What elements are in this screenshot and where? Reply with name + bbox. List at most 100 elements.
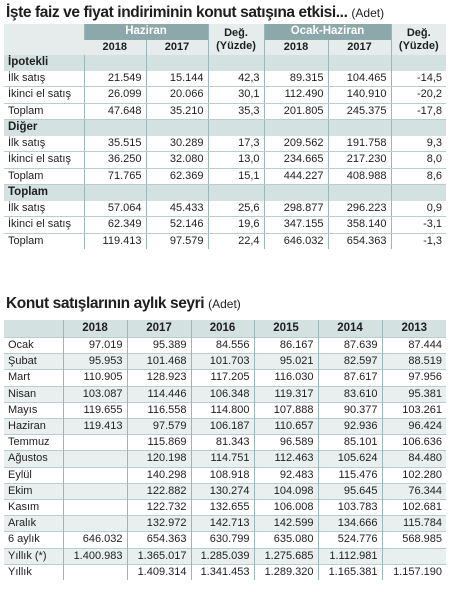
value-cell: 84.480 <box>381 450 446 468</box>
value-cell: 635.080 <box>253 531 318 549</box>
value-cell: 1.275.685 <box>253 547 318 565</box>
section-header: Diğer <box>4 119 447 136</box>
value-cell: 116.030 <box>253 369 318 387</box>
value-cell: 110.905 <box>62 369 127 387</box>
section-filler <box>207 184 265 201</box>
year-header: 2017 <box>327 39 392 55</box>
section-filler <box>390 55 447 71</box>
table-row: Temmuz 115.869 81.343 96.589 85.101 106.636 <box>4 434 446 451</box>
row-label: İlk satış <box>4 135 84 152</box>
value-cell: 245.375 <box>327 103 392 120</box>
value-cell: 25,6 <box>207 200 265 217</box>
value-cell: 130.274 <box>190 482 254 500</box>
change-header-1: Değ. (Yüzde) <box>207 24 265 55</box>
value-cell: 106.348 <box>190 385 254 403</box>
value-cell: 95.645 <box>317 482 382 500</box>
table-row: Nisan 103.087 114.446 106.348 119.317 83.610 9… <box>4 385 446 403</box>
value-cell: 45.433 <box>145 200 209 217</box>
row-label: Toplam <box>4 168 84 185</box>
value-cell: 1.285.039 <box>190 547 254 565</box>
value-cell: 89.315 <box>263 70 329 87</box>
value-cell: 209.562 <box>263 135 329 152</box>
value-cell: 142.599 <box>253 515 318 532</box>
value-cell: 119.655 <box>62 401 127 419</box>
group-header-ocak-haziran: Ocak-Haziran <box>263 24 392 40</box>
value-cell: 408.988 <box>327 168 392 185</box>
section-name: Diğer <box>4 119 84 136</box>
section-filler <box>83 184 146 201</box>
section-filler <box>327 184 392 201</box>
section-filler <box>145 55 209 71</box>
value-cell: 20.066 <box>145 86 209 104</box>
value-cell: 122.882 <box>126 482 191 500</box>
value-cell: 105.624 <box>317 450 382 468</box>
row-label: Kasım <box>4 499 63 516</box>
change-header-2: Değ. (Yüzde) <box>390 24 447 55</box>
value-cell: 8,0 <box>390 151 447 169</box>
year-header: 2017 <box>126 320 191 338</box>
value-cell <box>62 563 127 581</box>
value-cell: 96.589 <box>253 434 318 451</box>
value-cell: 9,3 <box>390 135 447 152</box>
value-cell: 71.765 <box>83 168 146 185</box>
value-cell: 104.465 <box>327 70 392 87</box>
section-header: İpotekli <box>4 55 447 71</box>
value-cell: 92.483 <box>253 466 318 484</box>
value-cell: 119.413 <box>62 418 127 435</box>
value-cell: 115.476 <box>317 466 382 484</box>
year-header: 2018 <box>84 39 146 55</box>
value-cell: 83.610 <box>317 385 382 403</box>
table1-header-years: 2018 2017 2018 2017 <box>4 39 446 55</box>
value-cell: 115.869 <box>126 434 191 451</box>
row-label: İkinci el satış <box>4 151 84 169</box>
section-filler <box>327 119 392 136</box>
value-cell: 142.713 <box>190 515 254 532</box>
section-filler <box>83 119 146 136</box>
value-cell: 97.019 <box>62 336 127 354</box>
value-cell: 22,4 <box>207 233 265 249</box>
value-cell: 103.261 <box>381 401 446 419</box>
row-label: Nisan <box>4 385 63 403</box>
table-row: İkinci el satış 26.099 20.066 30,1 112.490 14… <box>4 86 447 104</box>
table-row: İkinci el satış 62.349 52.146 19,6 347.155 35… <box>4 216 447 234</box>
value-cell: 101.703 <box>190 353 254 370</box>
value-cell: 101.468 <box>126 353 191 370</box>
value-cell: 52.146 <box>145 216 209 234</box>
table2-header: 2018 2017 2016 2015 2014 2013 <box>4 320 446 338</box>
value-cell <box>381 547 446 565</box>
value-cell: 62.369 <box>145 168 209 185</box>
row-label: Toplam <box>4 103 84 120</box>
section-filler <box>390 119 447 136</box>
value-cell: 106.187 <box>190 418 254 435</box>
table-row: Ocak 97.019 95.389 84.556 86.167 87.639 87.444 <box>4 336 446 354</box>
section-filler <box>263 184 329 201</box>
row-label: 6 aylık <box>4 531 63 549</box>
value-cell: 1.409.314 <box>126 563 191 581</box>
value-cell: 87.617 <box>317 369 382 387</box>
value-cell: 102.681 <box>381 499 446 516</box>
value-cell: 1.341.453 <box>190 563 254 581</box>
value-cell: 87.639 <box>317 336 382 354</box>
value-cell: 1.157.190 <box>381 563 446 581</box>
value-cell: 35.515 <box>83 135 146 152</box>
value-cell <box>62 515 127 532</box>
year-header: 2015 <box>253 320 318 338</box>
table-row: Mayıs 119.655 116.558 114.800 107.888 90.377 1… <box>4 401 446 419</box>
value-cell: 132.655 <box>190 499 254 516</box>
value-cell: 298.877 <box>263 200 329 217</box>
value-cell: 15.144 <box>145 70 209 87</box>
row-label: Şubat <box>4 353 63 370</box>
value-cell: 106.008 <box>253 499 318 516</box>
value-cell: 444.227 <box>263 168 329 185</box>
value-cell: 114.800 <box>190 401 254 419</box>
table-row: Eylül 140.298 108.918 92.483 115.476 102.280 <box>4 466 446 484</box>
table-row: İlk satış 35.515 30.289 17,3 209.562 191.758 9… <box>4 135 447 152</box>
value-cell: 8,6 <box>390 168 447 185</box>
year-header: 2018 <box>62 320 127 338</box>
value-cell: 524.776 <box>317 531 382 549</box>
row-label: İkinci el satış <box>4 216 84 234</box>
table2-title: Konut satışlarının aylık seyri (Adet) <box>6 295 241 313</box>
year-header: 2018 <box>263 39 329 55</box>
value-cell: -17,8 <box>390 103 447 120</box>
value-cell: 62.349 <box>83 216 146 234</box>
